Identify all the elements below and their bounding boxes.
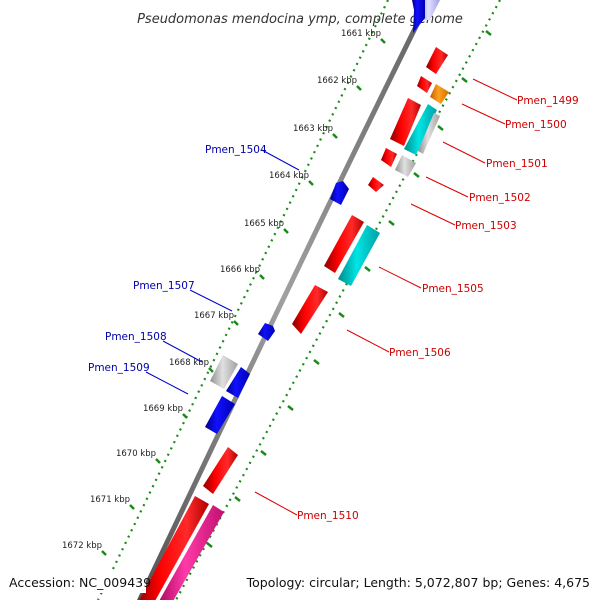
gene-label-pmen-1501[interactable]: Pmen_1501 (486, 158, 548, 170)
gene-red-long-1 (390, 98, 421, 146)
gene-track (139, 0, 449, 600)
tick-label-1664: 1664 kbp (269, 171, 309, 181)
gene-labels-right: Pmen_1499 Pmen_1500 Pmen_1501 Pmen_1502 … (297, 95, 579, 522)
tick-mark-1664 (308, 180, 314, 186)
tick-label-1662: 1662 kbp (317, 76, 357, 86)
tick-mark-1661 (380, 38, 386, 44)
tick-mark-1670 (155, 458, 161, 464)
tick-label-1663: 1663 kbp (293, 124, 333, 134)
tick-label-1665: 1665 kbp (244, 219, 284, 229)
tick-mark-inner-1663 (437, 125, 444, 131)
tick-mark-1665 (283, 228, 289, 234)
gene-pmen-1504 (330, 181, 349, 205)
gene-red-small-2 (381, 148, 397, 167)
gene-pink-bottom (159, 505, 224, 600)
gene-label-pmen-1504[interactable]: Pmen_1504 (205, 144, 267, 156)
tick-mark-inner-1664 (413, 172, 420, 178)
tick-label-1661: 1661 kbp (341, 29, 381, 39)
tick-label-1666: 1666 kbp (220, 265, 260, 275)
tick-mark-1669 (182, 413, 188, 419)
gene-labels-left: Pmen_1504 Pmen_1507 Pmen_1508 Pmen_1509 (88, 144, 267, 374)
gene-leader-lines (145, 78, 518, 516)
gene-pmen-1500 (430, 84, 449, 104)
tick-labels: 1661 kbp 1662 kbp 1663 kbp 1664 kbp 1665 kbp… (62, 29, 381, 551)
gene-red-bottom (139, 496, 209, 600)
gene-pmen-1506 (292, 285, 328, 334)
tick-label-1670: 1670 kbp (116, 449, 156, 459)
tick-mark-inner-1670 (260, 450, 267, 456)
tick-mark-inner-1672 (206, 542, 213, 548)
footer-summary: Topology: circular; Length: 5,072,807 bp… (246, 575, 590, 590)
gene-label-pmen-1509[interactable]: Pmen_1509 (88, 362, 150, 374)
gene-label-pmen-1510[interactable]: Pmen_1510 (297, 510, 359, 522)
tick-mark-inner-1671 (234, 496, 241, 502)
gene-label-pmen-1507[interactable]: Pmen_1507 (133, 280, 195, 292)
gene-pmen-1508 (210, 355, 238, 389)
right-tick-guide (175, 0, 501, 600)
gene-label-pmen-1502[interactable]: Pmen_1502 (469, 192, 531, 204)
gene-blue-1508b (226, 367, 250, 398)
tick-mark-inner-1666 (364, 266, 371, 272)
gene-label-pmen-1506[interactable]: Pmen_1506 (389, 347, 451, 359)
tick-mark-1666 (259, 274, 265, 280)
gene-label-pmen-1508[interactable]: Pmen_1508 (105, 331, 167, 343)
gene-pmen-1499 (426, 47, 448, 74)
gene-red-small-1 (417, 76, 432, 93)
gene-label-pmen-1499[interactable]: Pmen_1499 (517, 95, 579, 107)
tick-mark-inner-1661 (485, 30, 492, 36)
tick-mark-1672 (101, 550, 107, 556)
gene-pmen-1507 (258, 323, 275, 341)
tick-mark-inner-1669 (287, 405, 294, 411)
gene-label-pmen-1503[interactable]: Pmen_1503 (455, 220, 517, 232)
tick-mark-1667 (233, 320, 239, 326)
gene-red-long-2 (324, 215, 364, 273)
genome-backbone (136, 0, 432, 600)
tick-mark-inner-1667 (338, 312, 345, 318)
footer-accession: Accession: NC_009439 (9, 575, 151, 590)
tick-label-1672: 1672 kbp (62, 541, 102, 551)
gene-label-pmen-1500[interactable]: Pmen_1500 (505, 119, 567, 131)
tick-label-1668: 1668 kbp (169, 358, 209, 368)
tick-mark-inner-1665 (388, 220, 395, 226)
gene-pmen-1503 (368, 177, 384, 192)
tick-mark-1671 (129, 504, 135, 510)
gene-grey-1 (418, 113, 440, 154)
tick-label-1669: 1669 kbp (143, 404, 183, 414)
gene-top-blue (412, 0, 425, 33)
gene-pmen-1509 (205, 396, 235, 434)
tick-mark-1663 (332, 133, 338, 139)
footer-summary-bg (257, 571, 595, 593)
footer-accession-bg (4, 571, 146, 593)
tick-mark-1662 (356, 85, 362, 91)
tick-label-1671: 1671 kbp (90, 495, 130, 505)
tick-guides (97, 0, 501, 600)
tick-mark-inner-1668 (313, 359, 320, 365)
map-title: Pseudomonas mendocina ymp, complete geno… (137, 12, 463, 27)
gene-pmen-1501 (404, 104, 437, 155)
gene-pmen-1510 (203, 447, 238, 494)
tick-label-1667: 1667 kbp (194, 311, 234, 321)
gene-pmen-1505 (338, 225, 380, 286)
gene-pmen-1502 (395, 155, 416, 177)
tick-mark-1668 (208, 367, 214, 373)
gene-label-pmen-1505[interactable]: Pmen_1505 (422, 283, 484, 295)
tick-mark-inner-1662 (461, 77, 468, 83)
